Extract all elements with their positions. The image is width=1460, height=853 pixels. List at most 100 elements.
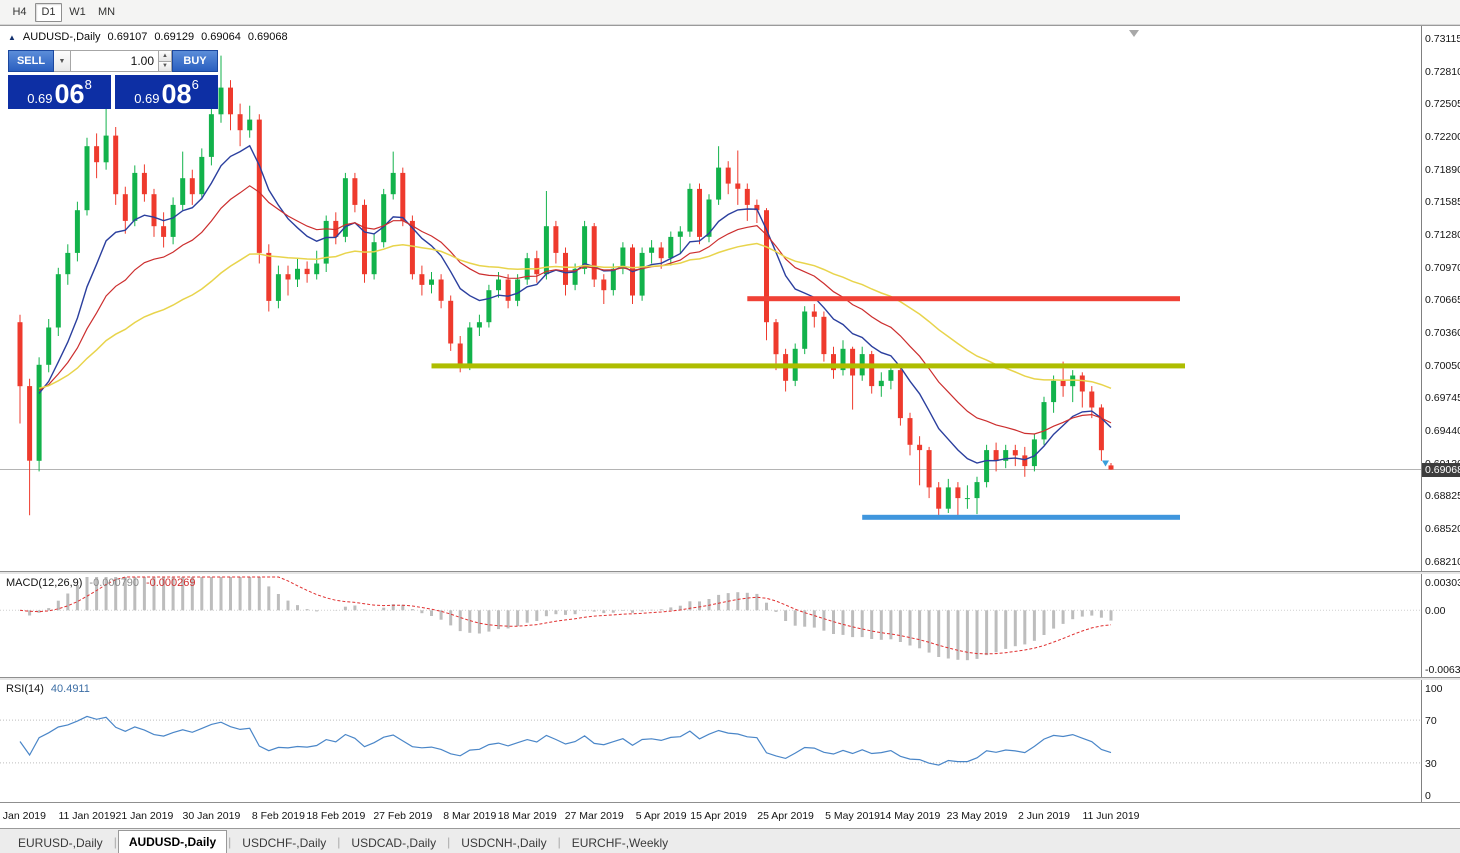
date-label: 5 May 2019 bbox=[825, 810, 881, 822]
macd-pane: MACD(12,26,9) -0.000790 -0.000269 bbox=[0, 574, 1421, 677]
rsi-axis-tick: 70 bbox=[1425, 715, 1437, 728]
volume-dropdown-button[interactable]: ▼ bbox=[54, 50, 71, 72]
bid-price-pips: 06 bbox=[54, 79, 85, 109]
date-label: 2 Jun 2019 bbox=[1018, 810, 1070, 822]
price-tick: 0.69745 bbox=[1425, 392, 1460, 405]
ask-price-point: 6 bbox=[191, 77, 199, 92]
tab-separator: | bbox=[113, 834, 117, 849]
chart-tab-audusddaily[interactable]: AUDUSD-,Daily bbox=[117, 830, 228, 853]
chart-tab-usdcaddaily[interactable]: USDCAD-,Daily bbox=[351, 835, 437, 850]
date-label: 27 Mar 2019 bbox=[564, 810, 624, 822]
chart-symbol-ohlc: ▲ AUDUSD-,Daily 0.69107 0.69129 0.69064 … bbox=[8, 31, 288, 43]
price-tick: 0.69440 bbox=[1425, 424, 1460, 437]
macd-chart-canvas[interactable] bbox=[0, 574, 1421, 677]
chart-tab-usdchfdaily[interactable]: USDCHF-,Daily bbox=[242, 835, 327, 850]
macd-label: MACD(12,26,9) -0.000790 -0.000269 bbox=[6, 577, 196, 589]
macd-axis-tick: -0.006311 bbox=[1425, 664, 1460, 676]
price-axis[interactable]: 0.69068 0.73115 0.72810 0.72505 0.72200 0.71… bbox=[1421, 26, 1460, 803]
ask-price-display[interactable]: 0.69 08 6 bbox=[115, 75, 218, 109]
price-tick: 0.72810 bbox=[1425, 65, 1460, 78]
price-tick: 0.70360 bbox=[1425, 326, 1460, 339]
chart-window: ▲ AUDUSD-,Daily 0.69107 0.69129 0.69064 … bbox=[0, 25, 1460, 829]
macd-name: MACD(12,26,9) bbox=[6, 577, 83, 589]
date-label: 18 Feb 2019 bbox=[306, 810, 366, 822]
chevron-down-icon: ▼ bbox=[58, 57, 66, 65]
price-tick: 0.71890 bbox=[1425, 163, 1460, 176]
volume-down-button[interactable]: ▼ bbox=[159, 61, 172, 72]
bid-price-display[interactable]: 0.69 06 8 bbox=[8, 75, 111, 109]
candlestick-chart-canvas[interactable] bbox=[0, 26, 1421, 571]
one-click-trading-panel: SELL ▼ ▲ ▼ BUY 0.69 06 8 bbox=[8, 50, 218, 109]
date-label: 14 May 2019 bbox=[879, 810, 941, 822]
price-tick: 0.68210 bbox=[1425, 556, 1460, 568]
current-price-label: 0.69068 bbox=[1422, 462, 1460, 477]
price-tick: 0.68825 bbox=[1425, 490, 1460, 503]
bid-price-point: 8 bbox=[84, 77, 92, 92]
symbol-title: AUDUSD-,Daily bbox=[22, 31, 101, 43]
chart-tab-usdcnhdaily[interactable]: USDCNH-,Daily bbox=[461, 835, 547, 850]
price-tick: 0.70970 bbox=[1425, 261, 1460, 274]
macd-axis-tick: 0.003035 bbox=[1425, 577, 1460, 589]
macd-main-value: -0.000790 bbox=[89, 577, 139, 589]
rsi-axis-tick: 30 bbox=[1425, 757, 1437, 770]
date-label: 21 Jan 2019 bbox=[115, 810, 174, 822]
buy-button[interactable]: BUY bbox=[172, 50, 218, 72]
macd-signal-value: -0.000269 bbox=[145, 577, 196, 589]
date-label: 11 Jan 2019 bbox=[58, 810, 116, 822]
rsi-axis-tick: 100 bbox=[1425, 683, 1443, 695]
date-label: 11 Jun 2019 bbox=[1082, 810, 1140, 822]
price-tick: 0.73115 bbox=[1425, 33, 1460, 45]
ohlc-open: 0.69107 bbox=[107, 31, 148, 43]
date-label: 25 Apr 2019 bbox=[757, 810, 814, 822]
date-label: 30 Jan 2019 bbox=[182, 810, 241, 822]
date-label: 2 Jan 2019 bbox=[0, 810, 46, 822]
chart-tab-eurusddaily[interactable]: EURUSD-,Daily bbox=[18, 835, 103, 850]
rsi-axis-tick: 0 bbox=[1425, 790, 1431, 802]
tab-separator: | bbox=[337, 834, 341, 849]
timeframe-button-H4[interactable]: H4 bbox=[12, 6, 27, 18]
date-label: 15 Apr 2019 bbox=[690, 810, 747, 822]
ohlc-high: 0.69129 bbox=[154, 31, 195, 43]
bid-price-major: 0.69 bbox=[27, 91, 53, 106]
rsi-label: RSI(14) 40.4911 bbox=[6, 683, 90, 695]
price-tick: 0.71585 bbox=[1425, 196, 1460, 209]
price-tick: 0.70665 bbox=[1425, 294, 1460, 307]
main-chart-pane: ▲ AUDUSD-,Daily 0.69107 0.69129 0.69064 … bbox=[0, 26, 1421, 571]
price-tick: 0.72505 bbox=[1425, 98, 1460, 110]
pane-separator[interactable] bbox=[0, 571, 1460, 574]
rsi-pane: RSI(14) 40.4911 bbox=[0, 680, 1421, 802]
sell-button[interactable]: SELL bbox=[8, 50, 54, 72]
timeframe-button-MN[interactable]: MN bbox=[97, 6, 116, 18]
rsi-chart-canvas[interactable] bbox=[0, 680, 1421, 802]
ask-price-pips: 08 bbox=[161, 79, 192, 109]
date-label: 18 Mar 2019 bbox=[497, 810, 557, 822]
ohlc-low: 0.69064 bbox=[201, 31, 241, 43]
chevron-up-icon: ▲ bbox=[162, 52, 168, 59]
tab-separator: | bbox=[557, 834, 561, 849]
date-label: 8 Feb 2019 bbox=[251, 810, 305, 822]
chevron-down-icon: ▼ bbox=[162, 63, 168, 70]
volume-up-button[interactable]: ▲ bbox=[159, 50, 172, 62]
ask-price-major: 0.69 bbox=[134, 91, 160, 106]
rsi-name: RSI(14) bbox=[6, 683, 44, 695]
ohlc-close: 0.69068 bbox=[247, 31, 288, 43]
timeframe-button-D1[interactable]: D1 bbox=[35, 2, 62, 22]
date-label: 8 Mar 2019 bbox=[443, 810, 497, 822]
pane-separator[interactable] bbox=[0, 677, 1460, 680]
volume-stepper: ▲ ▼ bbox=[159, 50, 172, 72]
date-label: 5 Apr 2019 bbox=[635, 810, 687, 822]
chart-tab-bar: EURUSD-,Daily | AUDUSD-,Daily | USDCHF-,Dail… bbox=[0, 830, 1460, 853]
macd-axis-tick: 0.00 bbox=[1425, 605, 1446, 618]
volume-input[interactable] bbox=[71, 50, 159, 72]
price-tick: 0.72200 bbox=[1425, 130, 1460, 143]
timeframe-button-W1[interactable]: W1 bbox=[69, 6, 86, 18]
timeframe-toolbar: H4 D1 W1 MN bbox=[0, 0, 1460, 25]
date-label: 23 May 2019 bbox=[946, 810, 1008, 822]
tab-separator: | bbox=[228, 834, 232, 849]
price-tick: 0.71280 bbox=[1425, 228, 1460, 241]
symbol-collapse-arrow-icon: ▲ bbox=[8, 32, 16, 42]
price-tick: 0.68520 bbox=[1425, 522, 1460, 535]
chart-tab-eurchfweekly[interactable]: EURCHF-,Weekly bbox=[571, 835, 669, 850]
